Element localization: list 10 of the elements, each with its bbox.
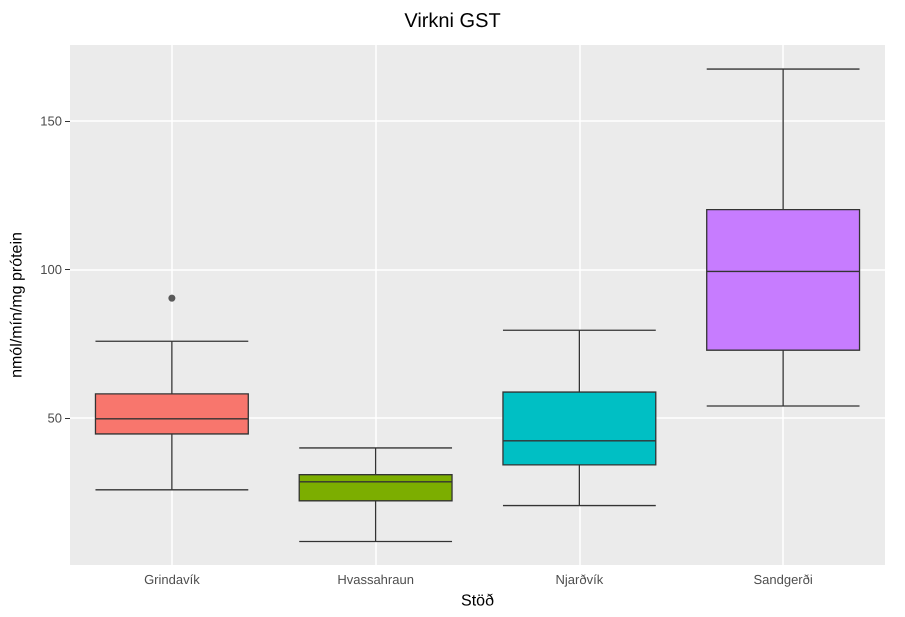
y-tick-label: 150 <box>40 113 62 128</box>
x-axis-title: Stöð <box>461 592 494 610</box>
chart-title: Virkni GST <box>404 10 501 32</box>
y-axis-title: nmól/mín/mg prótein <box>8 232 26 378</box>
y-tick-label: 50 <box>48 410 62 426</box>
x-tick-label: Njarðvík <box>556 572 604 587</box>
x-tick-label: Hvassahraun <box>337 572 414 587</box>
x-tick-label: Sandgerði <box>753 572 813 587</box>
x-tick-label: Grindavík <box>144 572 200 587</box>
y-tick-label: 100 <box>40 262 62 277</box>
